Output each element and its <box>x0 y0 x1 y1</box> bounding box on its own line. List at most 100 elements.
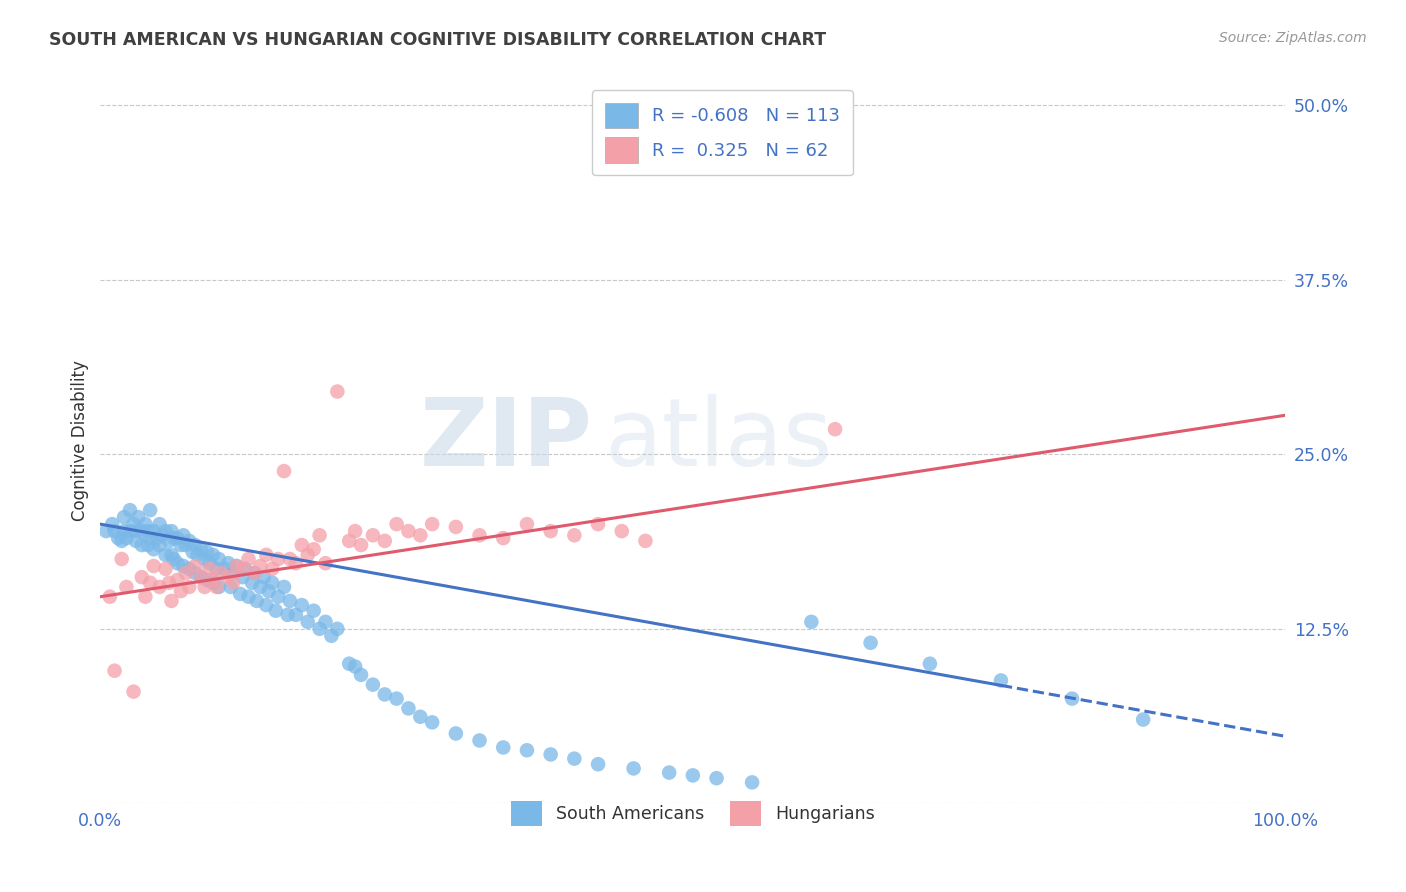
Point <box>246 594 269 608</box>
Point <box>623 761 645 775</box>
Point <box>564 528 586 542</box>
Point <box>859 636 882 650</box>
Point <box>101 517 124 532</box>
Point <box>194 552 217 566</box>
Point <box>277 607 299 622</box>
Point <box>214 562 236 576</box>
Point <box>229 587 252 601</box>
Point <box>273 464 295 478</box>
Point <box>409 528 432 542</box>
Point <box>103 524 125 538</box>
Point <box>201 575 224 590</box>
Point <box>190 542 212 557</box>
Point <box>142 559 165 574</box>
Point <box>374 533 396 548</box>
Point <box>444 726 467 740</box>
Point <box>420 517 443 532</box>
Point <box>398 701 420 715</box>
Point <box>195 573 218 587</box>
Point <box>350 538 373 552</box>
Point <box>103 664 125 678</box>
Point <box>444 520 467 534</box>
Point <box>254 598 277 612</box>
Point <box>267 552 290 566</box>
Point <box>361 678 384 692</box>
Point <box>1132 713 1154 727</box>
Point <box>184 538 207 552</box>
Point <box>278 552 301 566</box>
Point <box>243 566 266 580</box>
Point <box>179 580 201 594</box>
Point <box>225 559 247 574</box>
Point <box>297 615 319 629</box>
Point <box>201 573 224 587</box>
Point <box>208 552 231 566</box>
Point <box>112 524 135 538</box>
Point <box>163 552 186 566</box>
Point <box>217 570 239 584</box>
Point <box>990 673 1012 688</box>
Point <box>344 524 367 538</box>
Point <box>232 562 254 576</box>
Point <box>111 533 134 548</box>
Point <box>278 594 301 608</box>
Point <box>225 559 247 574</box>
Point <box>149 517 172 532</box>
Point <box>262 562 284 576</box>
Point <box>163 531 186 545</box>
Point <box>918 657 941 671</box>
Point <box>315 615 337 629</box>
Point <box>337 533 360 548</box>
Point <box>222 566 245 580</box>
Point <box>122 684 145 698</box>
Point <box>232 570 254 584</box>
Point <box>115 580 138 594</box>
Point <box>468 528 491 542</box>
Point <box>243 566 266 580</box>
Text: ZIP: ZIP <box>419 394 592 486</box>
Point <box>302 604 325 618</box>
Point <box>610 524 633 538</box>
Point <box>326 384 349 399</box>
Point <box>134 517 156 532</box>
Point <box>824 422 846 436</box>
Point <box>146 531 169 545</box>
Point <box>385 517 408 532</box>
Point <box>201 548 224 562</box>
Point <box>409 710 432 724</box>
Point <box>297 548 319 562</box>
Point <box>174 538 197 552</box>
Point <box>291 538 314 552</box>
Point <box>350 668 373 682</box>
Point <box>111 552 134 566</box>
Point <box>190 570 212 584</box>
Point <box>337 657 360 671</box>
Point <box>492 740 515 755</box>
Point <box>139 575 162 590</box>
Point <box>262 575 284 590</box>
Point <box>184 566 207 580</box>
Point <box>209 566 232 580</box>
Point <box>131 524 153 538</box>
Point <box>198 562 221 576</box>
Point <box>96 524 118 538</box>
Point <box>155 548 177 562</box>
Text: atlas: atlas <box>605 394 832 486</box>
Point <box>131 538 153 552</box>
Point <box>181 545 204 559</box>
Point <box>115 531 138 545</box>
Point <box>139 531 162 545</box>
Point <box>205 580 228 594</box>
Point <box>160 524 183 538</box>
Point <box>682 768 704 782</box>
Point <box>107 531 129 545</box>
Point <box>122 517 145 532</box>
Point <box>374 688 396 702</box>
Point <box>233 562 256 576</box>
Point <box>150 528 173 542</box>
Point <box>222 575 245 590</box>
Point <box>240 575 263 590</box>
Point <box>166 556 188 570</box>
Point <box>155 562 177 576</box>
Point <box>127 510 149 524</box>
